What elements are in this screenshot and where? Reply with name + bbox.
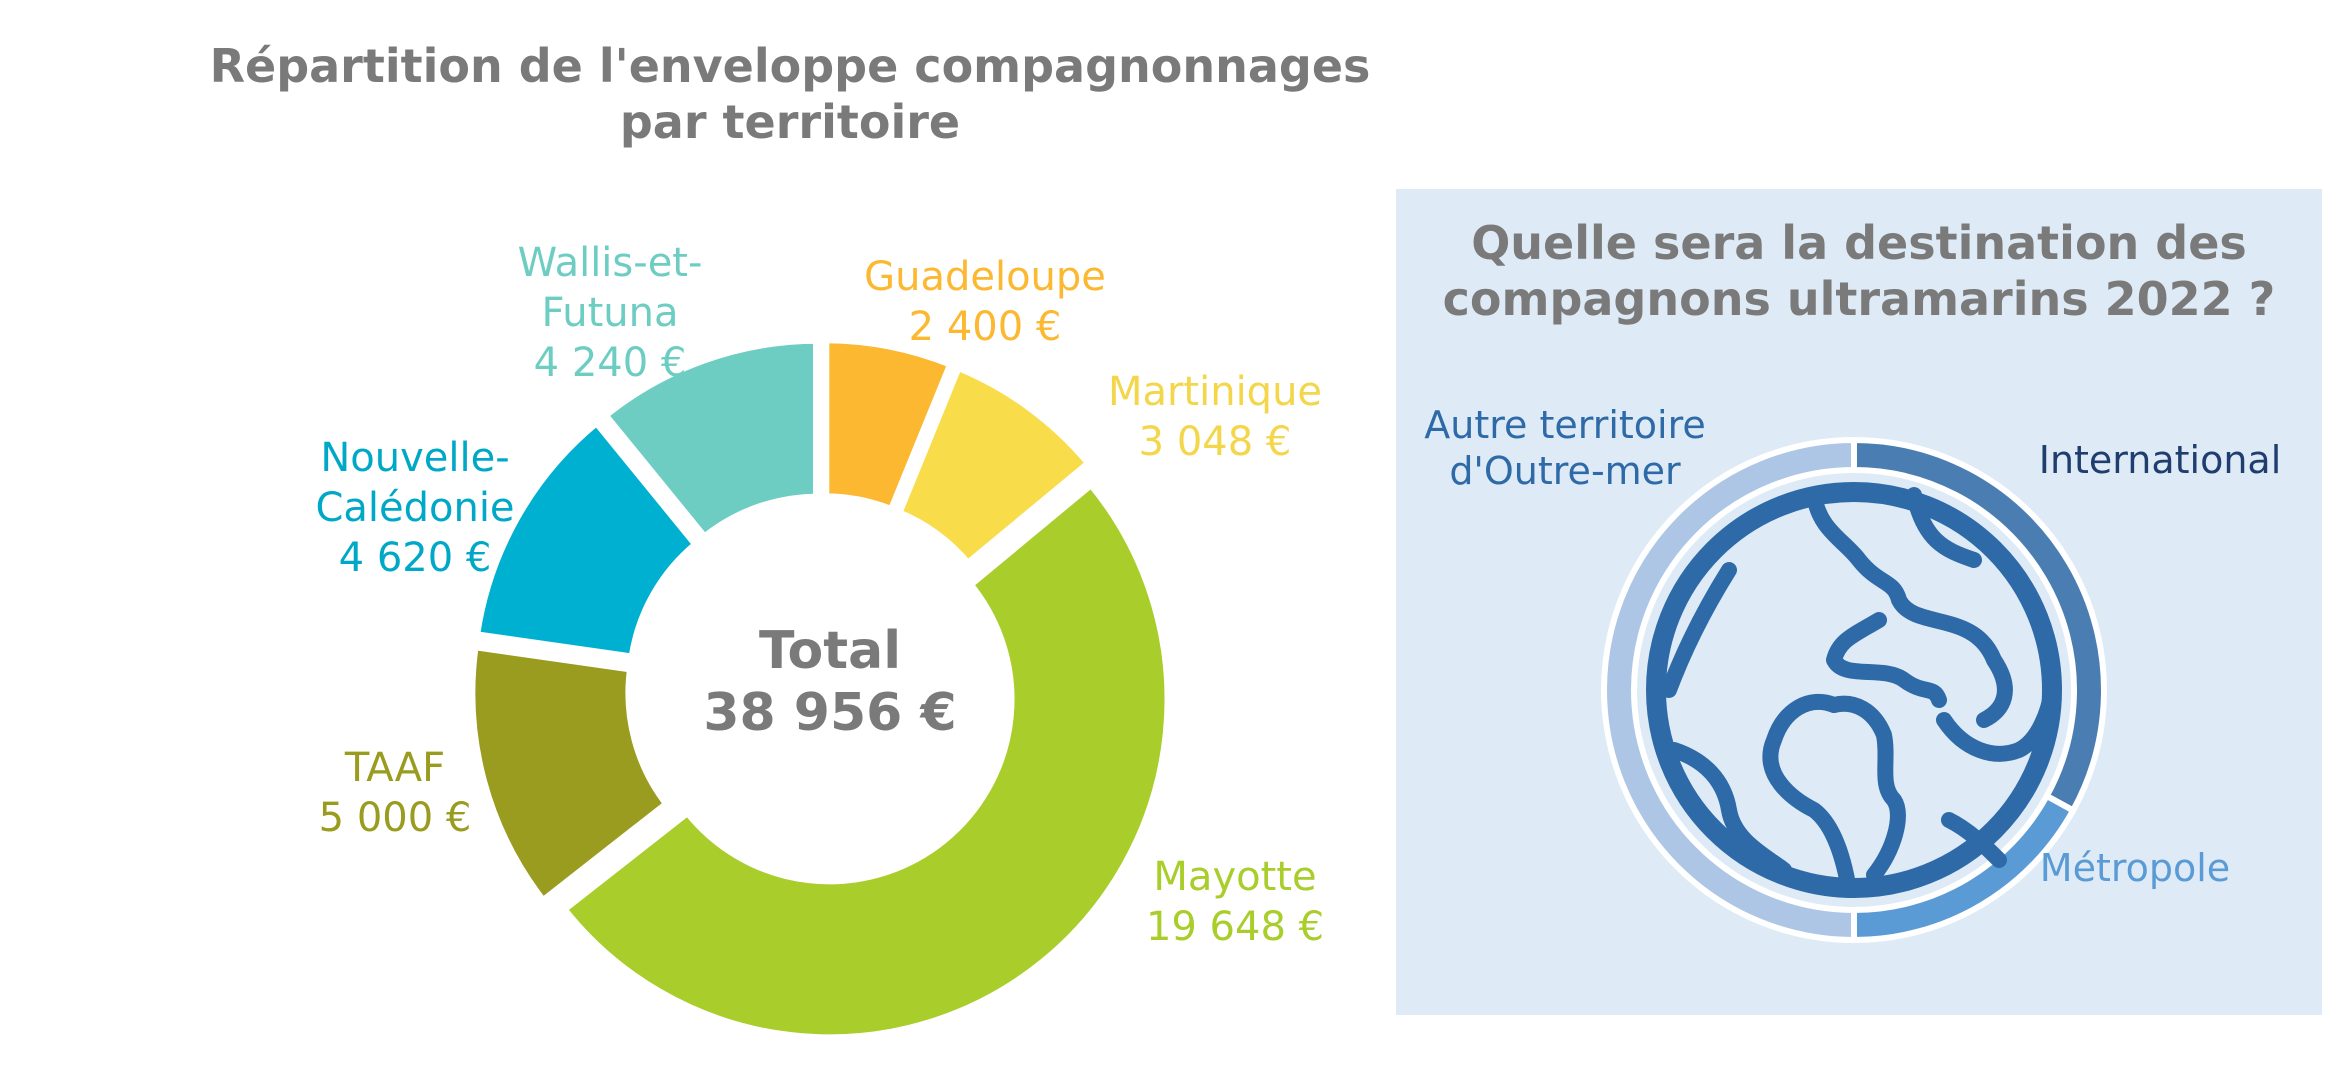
- left-chart-title: Répartition de l'enveloppe compagnonnage…: [150, 38, 1430, 150]
- left-chart-title-line-1: Répartition de l'enveloppe compagnonnage…: [209, 39, 1371, 93]
- total-label: Total: [758, 621, 902, 681]
- label-martinique-name: Martinique: [1107, 369, 1323, 415]
- destination-panel: [1396, 189, 2322, 1015]
- territory-slice-martinique: [890, 358, 1098, 573]
- right-chart-title-line-1: Quelle sera la destination des: [1471, 216, 2247, 270]
- territory-slice-guadeloupe: [819, 333, 960, 519]
- territory-donut: [465, 333, 1175, 1045]
- label-nouvelle-caledonie-value: 4 620 €: [338, 535, 492, 581]
- label-guadeloupe: Guadeloupe 2 400 €: [835, 252, 1135, 352]
- label-autre-territoire-line-2: d'Outre-mer: [1449, 449, 1681, 493]
- label-martinique-value: 3 048 €: [1138, 419, 1292, 465]
- label-nouvelle-caledonie: Nouvelle- Calédonie 4 620 €: [285, 433, 545, 583]
- territory-slice-taaf: [465, 639, 676, 910]
- label-international-text: International: [2038, 438, 2282, 482]
- label-taaf-value: 5 000 €: [318, 795, 472, 841]
- label-taaf-name: TAAF: [344, 745, 446, 791]
- label-international: International: [2010, 437, 2310, 483]
- territory-slice-nouvelle-cal-donie: [469, 413, 705, 665]
- label-wallis-name-2: Futuna: [541, 290, 679, 336]
- territory-slice-mayotte: [554, 475, 1175, 1045]
- donut-center-total: Total 38 956 €: [680, 620, 980, 744]
- destination-donut: [1601, 436, 2107, 944]
- label-wallis-name-1: Wallis-et-: [517, 240, 703, 286]
- left-chart-title-line-2: par territoire: [619, 95, 961, 149]
- destination-slice-autre-territoire-d-outre-mer: [1601, 436, 1857, 944]
- territory-slice-wallis-et-futuna: [596, 333, 823, 547]
- total-value: 38 956 €: [703, 683, 957, 743]
- label-guadeloupe-value: 2 400 €: [908, 304, 1062, 350]
- label-nouvelle-caledonie-name-2: Calédonie: [315, 485, 515, 531]
- right-chart-title-line-2: compagnons ultramarins 2022 ?: [1442, 272, 2276, 326]
- label-metropole: Métropole: [2010, 845, 2260, 891]
- label-guadeloupe-name: Guadeloupe: [864, 254, 1106, 300]
- label-mayotte-value: 19 648 €: [1145, 904, 1325, 950]
- label-nouvelle-caledonie-name-1: Nouvelle-: [320, 435, 510, 481]
- globe-icon: [1646, 482, 2062, 898]
- label-autre-territoire-line-1: Autre territoire: [1424, 403, 1706, 447]
- label-martinique: Martinique 3 048 €: [1065, 367, 1365, 467]
- label-wallis-value: 4 240 €: [533, 340, 687, 386]
- label-wallis-et-futuna: Wallis-et- Futuna 4 240 €: [480, 238, 740, 388]
- label-taaf: TAAF 5 000 €: [265, 743, 525, 843]
- label-mayotte-name: Mayotte: [1153, 854, 1317, 900]
- label-metropole-text: Métropole: [2039, 846, 2231, 890]
- right-chart-title: Quelle sera la destination des compagnon…: [1396, 215, 2322, 327]
- label-mayotte: Mayotte 19 648 €: [1090, 852, 1380, 952]
- label-autre-territoire: Autre territoire d'Outre-mer: [1405, 402, 1725, 494]
